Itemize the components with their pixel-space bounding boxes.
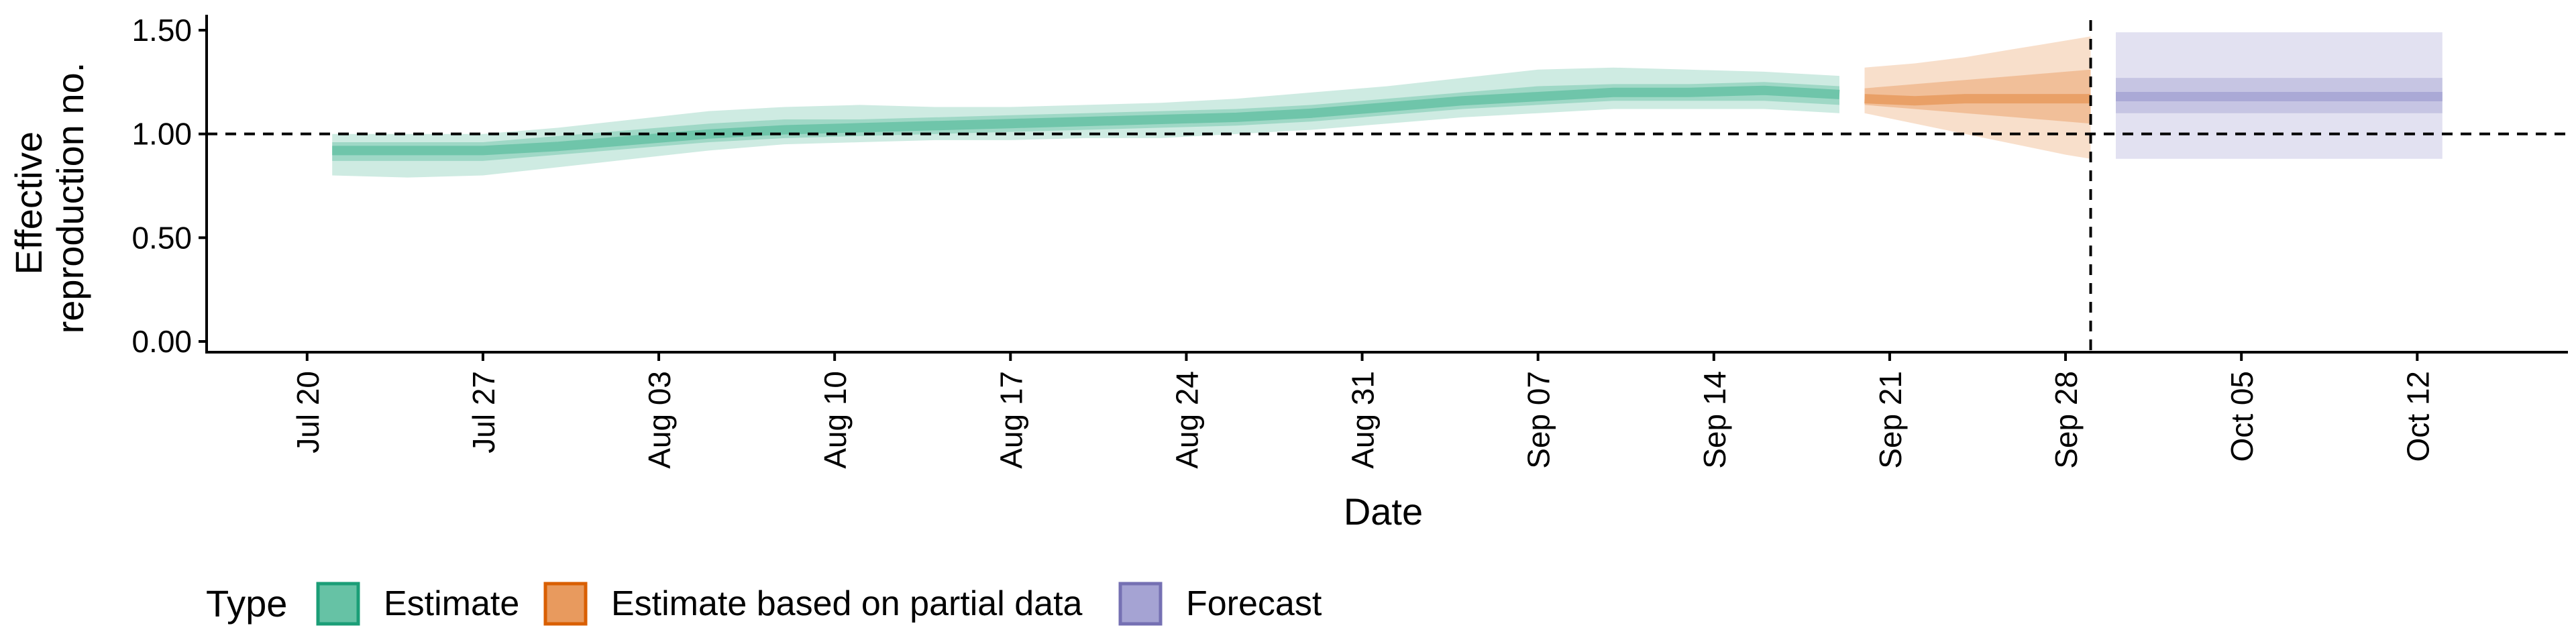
x-tick-label: Aug 17 [994,371,1028,469]
x-tick-label: Aug 03 [642,371,677,469]
y-tick-label: 0.50 [131,220,192,255]
plot-area [207,20,2568,352]
median-line-estimate [332,85,1840,156]
x-tick-label: Sep 28 [2049,371,2084,469]
x-axis-title: Date [1344,490,1423,533]
x-tick-label: Sep 07 [1521,371,1556,469]
median-line-estimate-based-on-partial-data [1864,94,2091,106]
legend-swatch-partial [543,582,588,626]
x-tick-label: Oct 05 [2224,371,2259,462]
legend-swatch-estimate [316,582,360,626]
y-tick-label: 1.00 [131,117,192,152]
y-tick-label: 1.50 [131,13,192,48]
y-axis-title: Effective reproduction no. [7,62,91,334]
legend: Type Estimate Estimate based on partial … [206,582,1322,626]
x-tick-label: Sep 21 [1873,371,1908,469]
x-tick-label: Jul 27 [466,371,501,453]
legend-label-partial: Estimate based on partial data [611,584,1083,623]
x-tick-label: Aug 31 [1346,371,1381,469]
legend-label-estimate: Estimate [384,584,519,623]
x-tick-label: Aug 10 [818,371,853,469]
x-tick-label: Aug 24 [1169,371,1204,469]
axes: 0.00 0.50 1.00 1.50 Jul 20 Jul 27 Aug 03 Aug 10… [131,13,2568,469]
legend-title: Type [206,582,287,625]
y-axis-title-line-2: reproduction no. [49,62,91,334]
x-tick-label: Jul 20 [290,371,325,453]
y-axis-title-line-1: Effective [7,131,50,275]
x-tick-label: Oct 12 [2400,371,2435,462]
legend-swatch-forecast [1118,582,1163,626]
y-tick-label: 0.00 [131,324,192,359]
x-tick-label: Sep 14 [1697,371,1732,469]
legend-label-forecast: Forecast [1186,584,1322,623]
